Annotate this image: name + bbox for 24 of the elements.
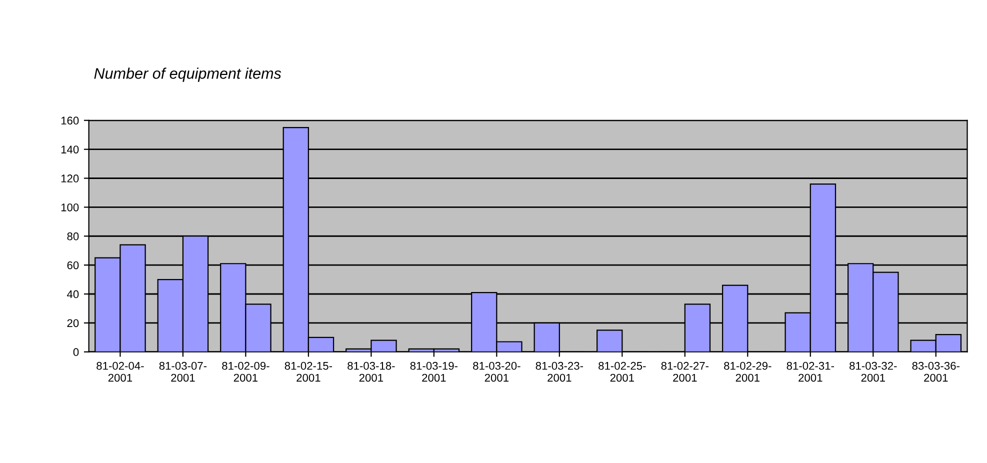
y-tick-label: 80	[67, 232, 79, 240]
y-tick-label: 120	[61, 174, 79, 182]
x-tick-label: 81-02-27- 2001	[661, 362, 709, 382]
y-tick-label: 20	[67, 319, 79, 328]
y-tick-label: 0	[73, 348, 79, 356]
chart-title: Number of equipment items	[94, 68, 282, 82]
y-tick-label: 140	[61, 146, 79, 154]
y-tick-label: 160	[61, 116, 79, 125]
x-tick-label: 81-02-25- 2001	[598, 362, 646, 382]
x-tick-label: 81-02-09- 2001	[222, 362, 270, 382]
x-tick-label: 81-02-31- 2001	[786, 362, 834, 382]
x-tick-label: 81-03-23- 2001	[536, 362, 584, 382]
x-tick-label: 81-03-07- 2001	[159, 362, 207, 382]
y-tick-label: 40	[67, 290, 79, 298]
x-tick-label: 81-03-18- 2001	[348, 362, 395, 382]
x-tick-label: 81-03-20- 2001	[473, 362, 520, 382]
x-tick-label: 81-02-04- 2001	[96, 362, 144, 382]
y-tick-label: 60	[67, 261, 79, 270]
x-tick-label: 83-03-36- 2001	[912, 362, 960, 382]
x-tick-label: 81-02-15- 2001	[284, 362, 332, 382]
x-tick-label: 81-02-29- 2001	[724, 362, 772, 382]
x-tick-label: 81-03-19- 2001	[410, 362, 458, 382]
y-tick-label: 100	[61, 203, 79, 212]
x-tick-label: 81-03-32- 2001	[850, 362, 897, 382]
